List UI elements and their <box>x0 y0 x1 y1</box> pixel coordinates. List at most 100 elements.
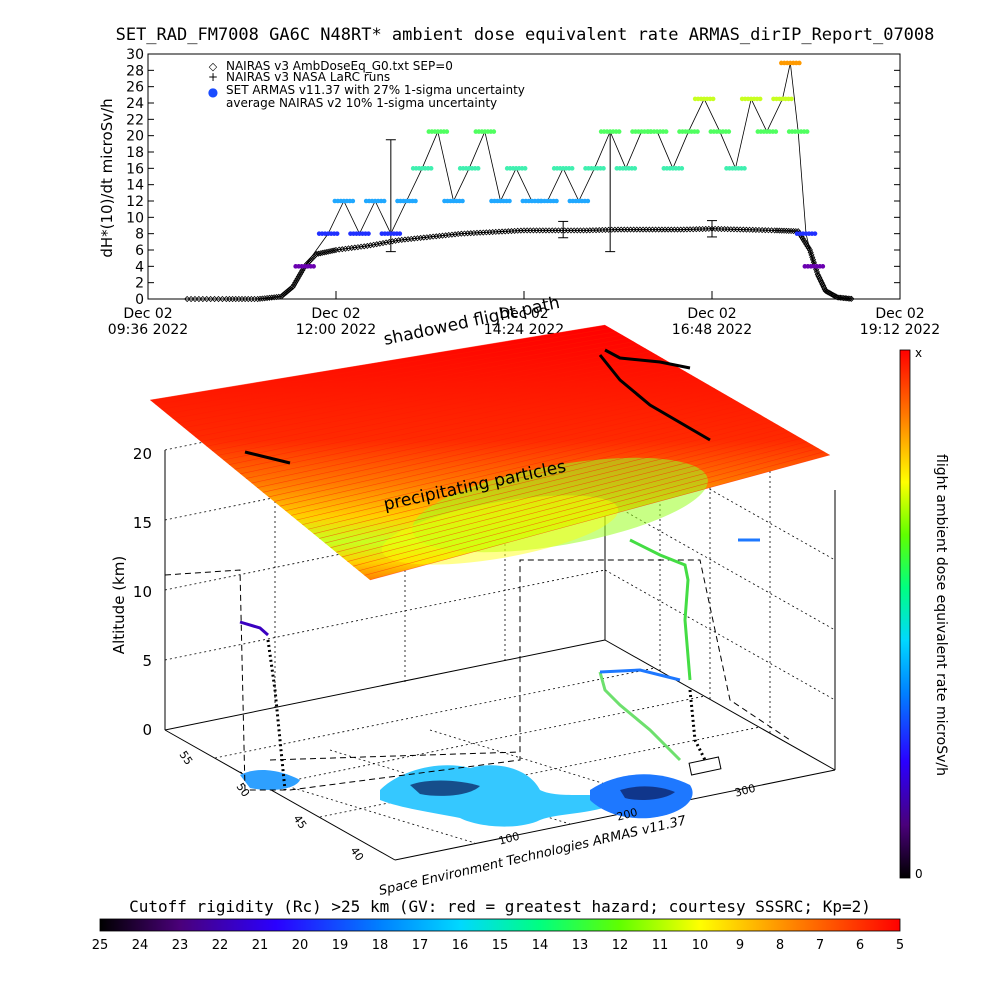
nairas-v3-point <box>389 238 396 245</box>
colorbar-bottom-label: 0 <box>915 867 923 881</box>
slab-hatch-line <box>155 328 611 405</box>
y-tick-label: 16 <box>126 161 144 177</box>
credit-text: Space Environment Technologies ARMAS v11… <box>378 813 689 899</box>
nairas-v3-point <box>291 281 298 288</box>
cutoff-rigidity-tick-label: 14 <box>532 938 549 953</box>
nairas-v3-point <box>295 273 302 280</box>
slab-hatch-line <box>149 324 606 401</box>
armas-point <box>554 198 559 204</box>
y-tick-label: 18 <box>126 145 144 161</box>
cutoff-rigidity-title: Cutoff rigidity (Rc) >25 km (GV: red = g… <box>129 897 871 916</box>
nairas-v3-point <box>776 227 783 234</box>
y-tick-label: 14 <box>126 178 144 194</box>
nairas-v3-point <box>289 283 296 290</box>
cutoff-rigidity-tick-label: 22 <box>212 938 229 953</box>
nairas-v3-point <box>383 239 390 246</box>
x-tick-label-time: 16:48 2022 <box>672 322 752 338</box>
figure-title: SET_RAD_FM7008 GA6C N48RT* ambient dose … <box>116 25 935 45</box>
armas-point <box>632 166 638 171</box>
slab-hatch-line <box>228 371 686 465</box>
slab-hatch-line <box>324 428 784 544</box>
flight-track-upper <box>244 348 711 465</box>
armas-point <box>311 264 316 269</box>
slab-hatch-line <box>200 354 657 442</box>
nairas-v3-point <box>806 246 813 254</box>
y-tick-label: 0 <box>135 292 144 308</box>
slab-hatch-line <box>189 348 646 433</box>
slab-hatch-line <box>369 454 831 581</box>
nairas-v3-point <box>211 295 218 303</box>
slab-hatch-line <box>240 378 698 475</box>
nairas-v3-point <box>790 227 797 235</box>
nairas-v3-series <box>184 225 855 303</box>
armas-point <box>695 129 700 134</box>
nairas-v3-point <box>798 233 805 240</box>
x-tick-label-time: 09:36 2022 <box>108 322 188 338</box>
altitude-tick-label: 10 <box>133 583 152 601</box>
cutoff-rigidity-tick-label: 19 <box>332 938 349 953</box>
altitude-axis-label: Altitude (km) <box>110 556 128 654</box>
armas-point <box>334 231 340 236</box>
cutoff-rigidity-tick-label: 23 <box>172 938 189 953</box>
altitude-tick-label: 5 <box>142 652 152 670</box>
nairas-v3-point <box>783 227 790 234</box>
precipitating-particles-field <box>149 324 831 581</box>
nairas-v3-point <box>296 271 304 278</box>
nairas-v3-point <box>207 295 214 303</box>
nairas-v3-point <box>271 294 278 301</box>
armas-point <box>366 231 371 236</box>
nairas-v3-point <box>298 269 305 276</box>
cutoff-rigidity-tick-label: 10 <box>692 938 709 953</box>
nairas-v3-point <box>215 295 222 303</box>
legend-entry-2: SET ARMAS v11.37 with 27% 1-sigma uncert… <box>226 83 525 97</box>
slab-hatch-line <box>341 438 802 558</box>
nairas-v3-point <box>332 246 340 254</box>
nairas-v3-point <box>804 243 811 250</box>
nairas-v3-point <box>292 279 299 286</box>
nairas-v3-point <box>339 246 346 253</box>
slab-hatch-line <box>217 364 675 456</box>
nairas-v3-point <box>342 245 349 252</box>
cutoff-rigidity-tick-label: 9 <box>736 938 744 953</box>
slab-hatch-line <box>285 404 744 512</box>
y-tick-label: 26 <box>126 80 144 96</box>
slab-hatch-line <box>268 394 727 498</box>
longitude-tick-label: 200 <box>615 806 639 824</box>
map-landmass <box>240 765 693 827</box>
armas-point <box>475 166 481 171</box>
slab-hatch-line <box>234 374 692 470</box>
slab-hatch-line <box>223 368 681 461</box>
armas-point <box>491 129 497 134</box>
timeseries-y-label: dH*(10)/dt microSv/h <box>98 98 116 257</box>
nairas-v3-point <box>379 239 387 247</box>
armas-point <box>663 129 669 134</box>
nairas-v3-point <box>373 241 380 248</box>
nairas-v3-point <box>299 267 306 274</box>
nairas-v3-point <box>778 227 785 234</box>
slab-hatch-line <box>195 351 652 438</box>
x-tick-label-time: 14:24 2022 <box>484 322 564 338</box>
altitude-tick-label: 15 <box>133 514 152 532</box>
armas-point <box>679 166 685 171</box>
colorbar-top-label: x <box>915 346 922 360</box>
armas-point <box>757 96 763 102</box>
nairas-v3-point <box>799 235 806 242</box>
y-tick-label: 12 <box>126 194 144 210</box>
slab-hatch-line <box>353 444 813 567</box>
latitude-tick-label: 55 <box>177 749 196 768</box>
altitude-tick-label: 0 <box>142 721 152 739</box>
nairas-v3-point <box>364 242 371 249</box>
cutoff-rigidity-tick-label: 12 <box>612 938 629 953</box>
legend-entry-3: average NAIRAS v2 10% 1-sigma uncertaint… <box>226 96 497 110</box>
y-tick-label: 2 <box>135 276 144 292</box>
armas-point <box>601 166 606 171</box>
nairas-v3-point <box>273 293 280 301</box>
flight-marker-box <box>688 756 722 776</box>
nairas-v3-point <box>256 295 264 302</box>
cutoff-rigidity-tick-label: 16 <box>452 938 469 953</box>
armas-point <box>428 166 434 171</box>
nairas-v3-point <box>184 295 191 303</box>
slab-hatch-line <box>211 361 669 452</box>
cutoff-rigidity-tick-label: 21 <box>252 938 269 953</box>
